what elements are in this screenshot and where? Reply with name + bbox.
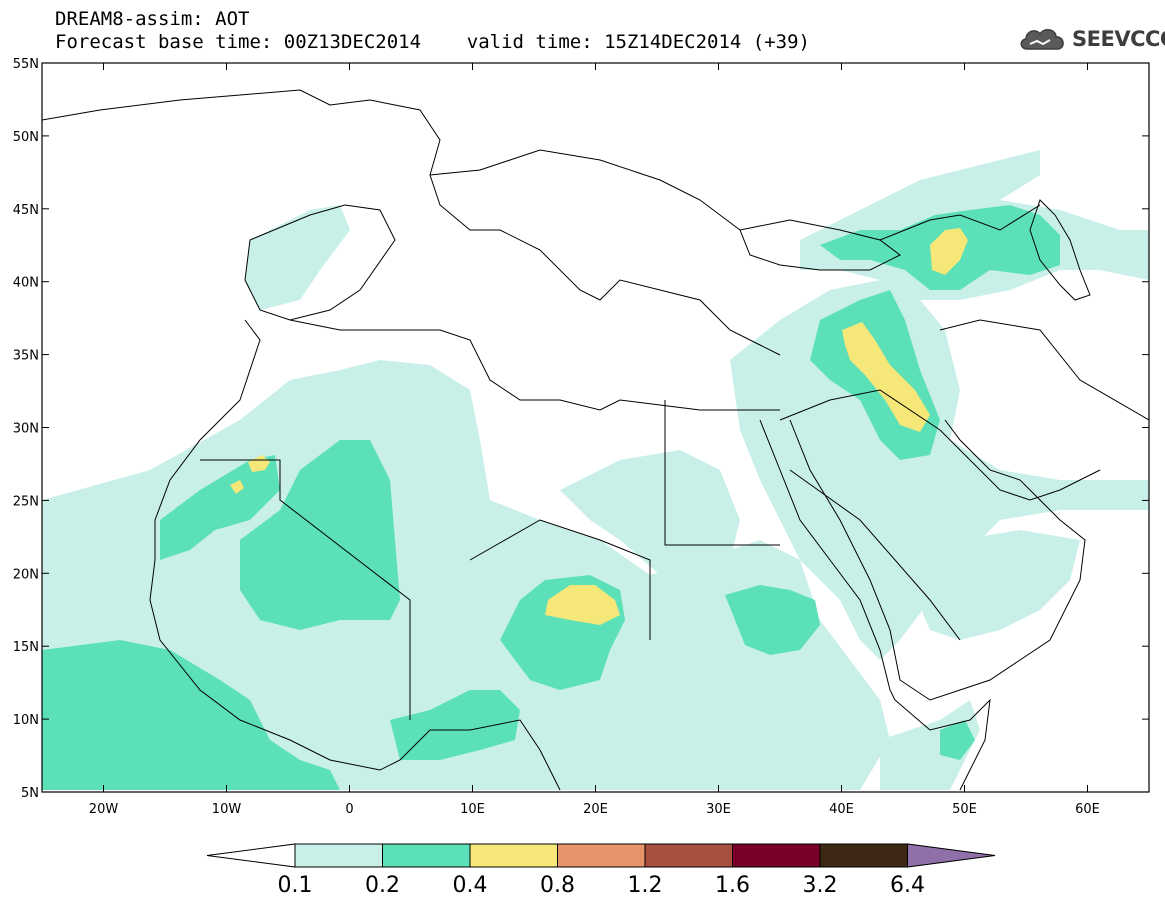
- border-iran: [939, 319, 1149, 421]
- aot-high-region-iraq: [842, 322, 930, 432]
- lat-tick-label: 5N: [21, 786, 39, 801]
- colorbar-segment: [557, 843, 646, 868]
- coastline-iberia: [244, 204, 396, 321]
- coastline-redsea: [759, 419, 896, 701]
- colorbar-segment: [819, 843, 908, 868]
- lat-tick-label: 55N: [13, 57, 39, 72]
- coastline-europe: [42, 89, 781, 356]
- lon-tick-label: 40E: [829, 802, 854, 817]
- aot-medium-region-guinea: [42, 640, 340, 790]
- aot-medium-region-somalia: [940, 720, 975, 760]
- lon-tick-label: 60E: [1075, 802, 1100, 817]
- border-europe: [429, 149, 741, 231]
- aot-layer-0.4-0.8: [230, 228, 968, 625]
- lon-tick-label: 10E: [460, 802, 485, 817]
- border-saudi: [789, 469, 961, 641]
- colorbar-label: 0.4: [453, 873, 488, 898]
- colorbar-label: 3.2: [803, 873, 838, 898]
- coastline-africa-north: [149, 319, 561, 791]
- aot-medium-region-mali: [240, 440, 400, 630]
- lon-tick-label: 10W: [212, 802, 242, 817]
- border-sahara-2: [469, 519, 651, 640]
- cloud-icon: [1020, 29, 1064, 50]
- latitude-ticks: 55N 50N 45N 40N 35N 30N 25N 20N 15N 10N 5N: [13, 57, 1149, 801]
- aot-medium-region-sudan: [725, 585, 820, 655]
- coastline-persiangulf: [939, 429, 1101, 501]
- lat-tick-label: 15N: [13, 640, 39, 655]
- aot-high-region-morocco-2: [230, 480, 244, 494]
- aot-high-region-chad: [545, 585, 620, 625]
- colorbar-segment: [469, 843, 558, 868]
- coastline-mediterranean-south: [289, 319, 780, 411]
- seevccc-logo: SEEVCCC: [1017, 22, 1165, 56]
- lat-tick-label: 25N: [13, 494, 39, 509]
- colorbar-min-arrow: [206, 843, 296, 868]
- border-caucasus: [879, 204, 1041, 241]
- lon-tick-label: 20E: [583, 802, 608, 817]
- colorbar-max-arrow: [907, 843, 996, 868]
- lat-tick-label: 20N: [13, 567, 39, 582]
- colorbar-label: 1.2: [628, 873, 663, 898]
- colorbar-label: 0.2: [365, 873, 400, 898]
- coastlines-borders: [42, 89, 1149, 791]
- coastline-blacksea: [739, 219, 901, 271]
- coastline-hornafrica: [894, 698, 991, 791]
- aot-light-region-central: [560, 450, 740, 580]
- lat-tick-label: 40N: [13, 276, 39, 291]
- colorbar-label: 0.8: [540, 873, 575, 898]
- colorbar-segment: [382, 843, 471, 868]
- coastline-arabia: [789, 419, 1086, 701]
- colorbar-segment: [644, 843, 733, 868]
- lon-tick-label: 0: [345, 802, 353, 817]
- aot-light-region-arabia: [900, 530, 1080, 640]
- lat-tick-label: 35N: [13, 349, 39, 364]
- aot-light-region-somalia: [880, 700, 980, 790]
- lat-tick-label: 50N: [13, 130, 39, 145]
- border-iraq: [779, 389, 941, 431]
- aot-medium-region-nigeria: [390, 690, 520, 760]
- colorbar-segment: [732, 843, 821, 868]
- longitude-ticks: 20W 10W 0 10E 20E 30E 40E 50E 60E: [89, 63, 1100, 817]
- forecast-time-subtitle: Forecast base time: 00Z13DEC2014 valid t…: [55, 31, 810, 53]
- map-title: DREAM8-assim: AOT: [55, 8, 250, 30]
- logo-text: SEEVCCC: [1072, 27, 1165, 51]
- colorbar-segment: [294, 843, 383, 868]
- lon-tick-label: 30E: [706, 802, 731, 817]
- lon-tick-label: 20W: [89, 802, 119, 817]
- lat-tick-label: 10N: [13, 713, 39, 728]
- colorbar-label: 1.6: [715, 873, 750, 898]
- lon-tick-label: 50E: [952, 802, 977, 817]
- colorbar: 0.1 0.2 0.4 0.8 1.2 1.6 3.2 6.4: [206, 843, 996, 898]
- aot-high-region-caucasus: [930, 228, 968, 275]
- aot-high-region-morocco: [248, 455, 270, 472]
- border-sahara-1: [200, 459, 411, 720]
- colorbar-label: 6.4: [890, 873, 925, 898]
- coastline-caspian: [1029, 199, 1091, 301]
- aot-medium-region-morocco: [160, 455, 280, 560]
- border-egypt: [664, 400, 780, 546]
- lat-tick-label: 30N: [13, 422, 39, 437]
- colorbar-label: 0.1: [278, 873, 313, 898]
- lat-tick-label: 45N: [13, 203, 39, 218]
